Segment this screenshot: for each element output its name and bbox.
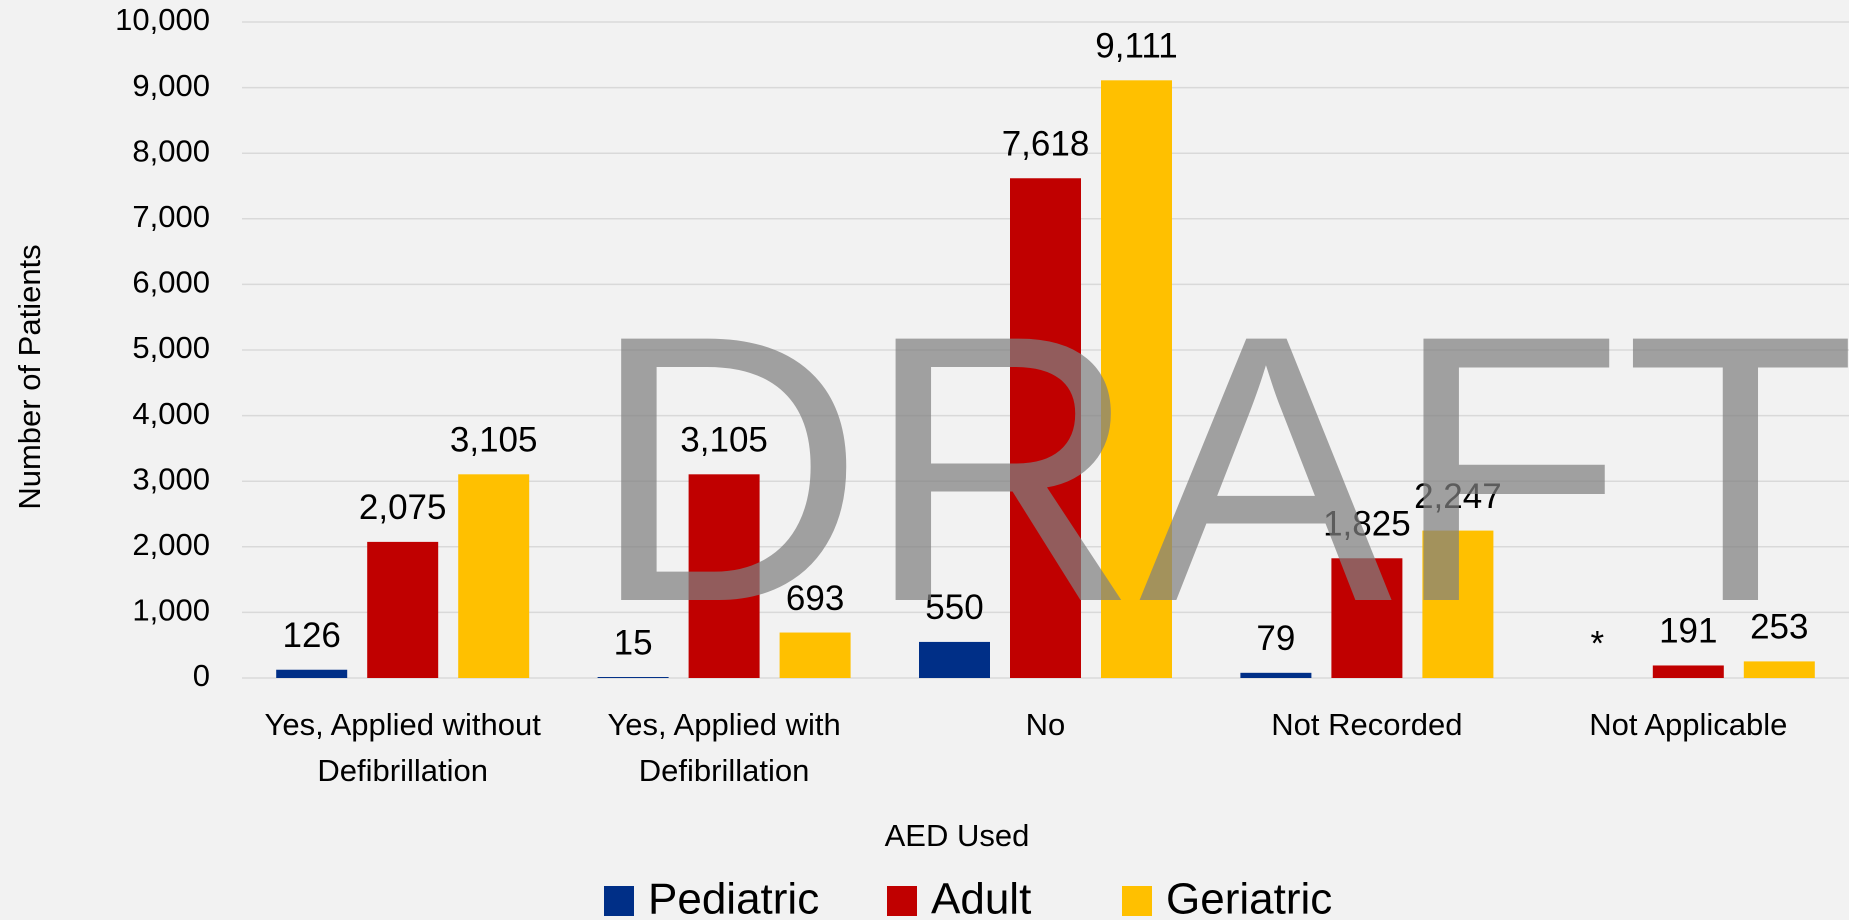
legend-swatch <box>887 886 917 916</box>
y-tick-label: 5,000 <box>132 330 210 365</box>
x-tick-label: Not Recorded <box>1271 707 1463 742</box>
data-label: 79 <box>1256 619 1295 658</box>
data-label: 693 <box>786 579 844 618</box>
bar <box>688 474 760 678</box>
legend-label: Pediatric <box>648 875 819 920</box>
data-label: 1,825 <box>1323 505 1411 544</box>
data-label: 7,618 <box>1002 125 1090 164</box>
y-axis-title: Number of Patients <box>12 244 47 509</box>
bar <box>597 677 669 678</box>
x-tick-label: Yes, Applied without Defibrillation <box>264 707 541 788</box>
y-tick-label: 9,000 <box>132 68 210 103</box>
bar <box>458 474 530 678</box>
y-tick-label: 7,000 <box>132 199 210 234</box>
bar <box>367 541 439 678</box>
legend-swatch <box>1122 886 1152 916</box>
data-label: * <box>1590 624 1604 663</box>
data-label: 550 <box>925 588 983 627</box>
x-tick-label: Yes, Applied with Defibrillation <box>607 707 841 788</box>
data-label: 191 <box>1659 612 1717 651</box>
data-label: 2,075 <box>359 488 447 527</box>
legend-label: Adult <box>931 875 1031 920</box>
data-label: 2,247 <box>1414 477 1502 516</box>
data-label: 253 <box>1750 608 1808 647</box>
bar <box>1240 672 1312 678</box>
bar <box>1331 558 1403 678</box>
bar <box>276 669 348 678</box>
y-tick-label: 8,000 <box>132 133 210 168</box>
legend-swatch <box>604 886 634 916</box>
y-tick-label: 1,000 <box>132 593 210 628</box>
data-label: 3,105 <box>450 421 538 460</box>
y-tick-label: 10,000 <box>115 2 210 37</box>
bar <box>1010 178 1081 678</box>
y-tick-label: 3,000 <box>132 461 210 496</box>
y-tick-label: 6,000 <box>132 265 210 300</box>
bar <box>1101 80 1172 678</box>
y-tick-label: 0 <box>193 658 210 693</box>
data-label: 15 <box>614 623 653 662</box>
x-tick-label: No <box>1025 707 1066 742</box>
y-tick-label: 2,000 <box>132 527 210 562</box>
data-label: 3,105 <box>680 421 768 460</box>
x-tick-label: Not Applicable <box>1589 707 1788 742</box>
data-label: 126 <box>282 616 340 655</box>
x-axis-title: AED Used <box>885 818 1030 853</box>
legend-label: Geriatric <box>1166 875 1332 920</box>
data-label: 9,111 <box>1095 27 1177 66</box>
bar <box>1743 661 1815 678</box>
y-tick-label: 4,000 <box>132 396 210 431</box>
bar <box>919 641 990 678</box>
bar <box>779 632 851 678</box>
bar <box>1652 665 1724 678</box>
watermark: DRAFT <box>590 256 1849 681</box>
bar <box>1422 530 1494 678</box>
